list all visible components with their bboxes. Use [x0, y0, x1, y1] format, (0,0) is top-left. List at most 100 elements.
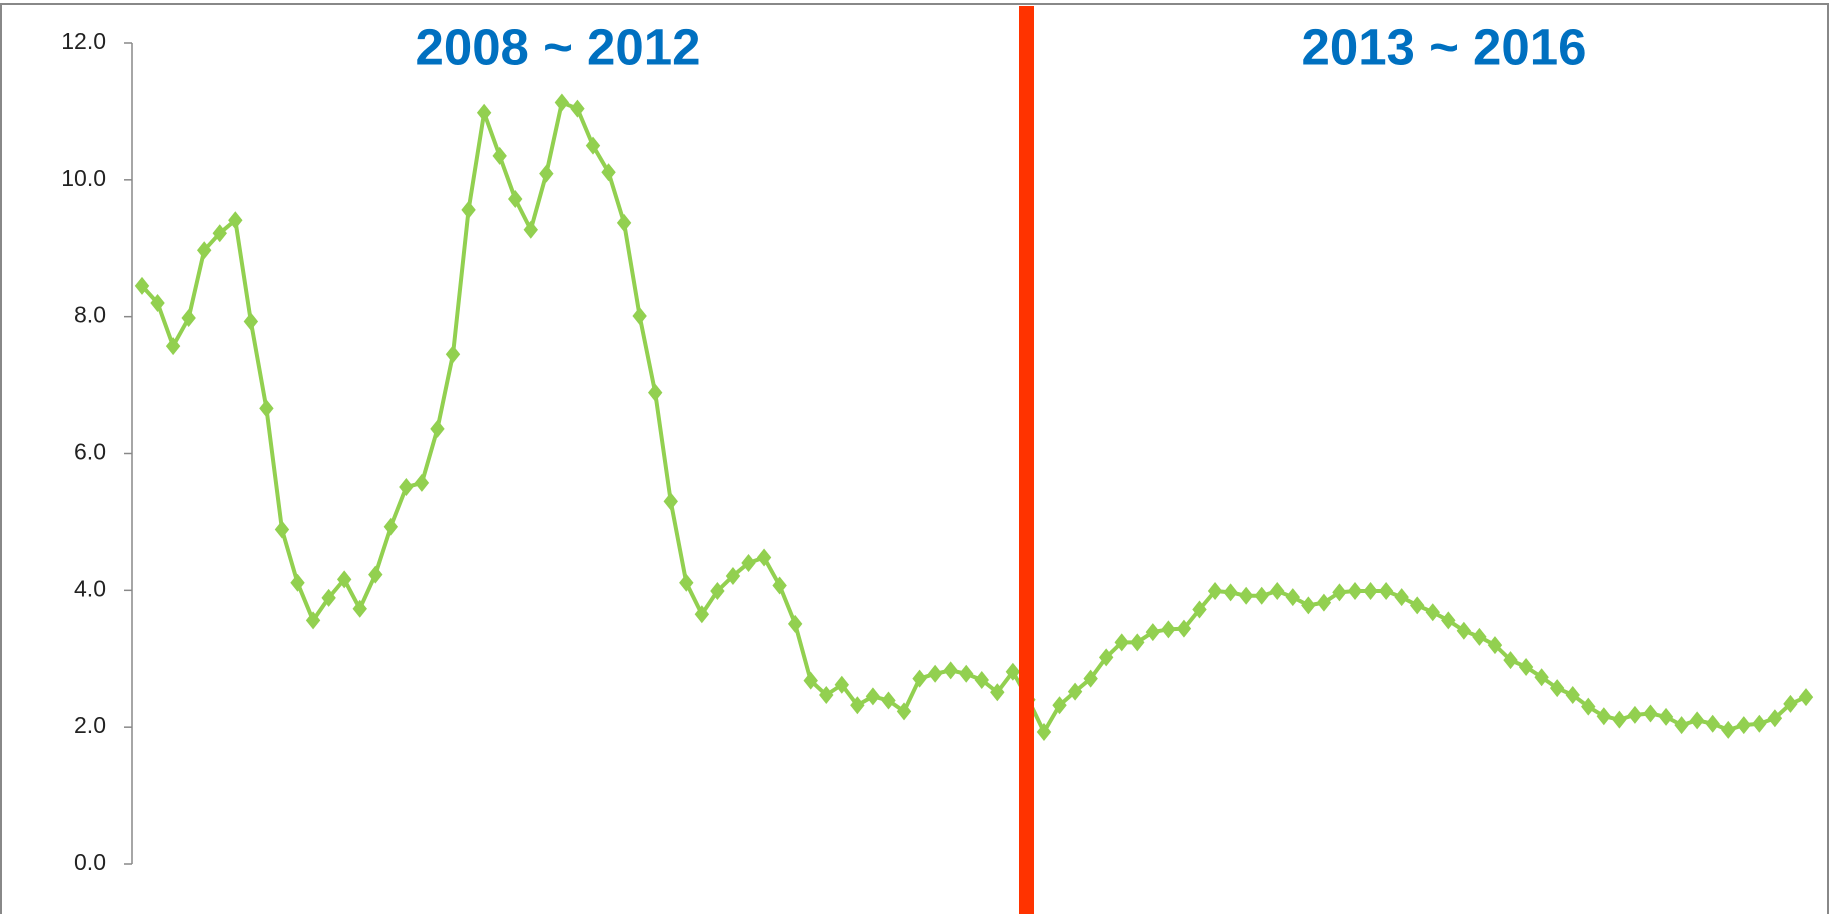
data-point	[414, 473, 430, 492]
data-point	[399, 478, 414, 497]
data-point	[834, 675, 850, 694]
data-point	[1207, 582, 1223, 601]
data-point	[1472, 627, 1487, 646]
data-point	[539, 164, 554, 183]
data-point	[927, 664, 943, 683]
data-point	[1394, 588, 1409, 607]
data-point	[1161, 620, 1176, 639]
data-point	[336, 570, 352, 589]
data-point	[445, 345, 461, 364]
data-point	[1130, 633, 1145, 652]
data-point	[274, 520, 290, 539]
data-point	[1083, 669, 1098, 688]
data-point	[694, 605, 710, 624]
data-point	[259, 399, 274, 418]
data-point	[461, 200, 476, 219]
data-point	[710, 582, 725, 601]
data-point	[1378, 582, 1394, 601]
data-point	[1581, 697, 1596, 716]
data-point	[803, 671, 818, 690]
annotation: 2013 ~ 2016	[1301, 18, 1586, 75]
data-point	[243, 312, 259, 331]
data-point	[523, 220, 538, 239]
data-point	[181, 309, 196, 328]
data-point	[1503, 651, 1518, 670]
y-tick-label: 2.0	[74, 712, 106, 738]
data-point	[1285, 588, 1301, 607]
data-point	[290, 573, 305, 592]
data-point	[430, 419, 445, 438]
data-point	[865, 687, 881, 706]
data-point	[1270, 582, 1285, 601]
data-point	[1456, 621, 1472, 640]
period-divider	[1019, 6, 1034, 914]
data-point	[959, 664, 974, 683]
data-point	[1534, 668, 1549, 687]
data-point	[1518, 657, 1534, 676]
data-point	[1005, 662, 1021, 681]
data-point	[1721, 720, 1736, 739]
data-point	[943, 661, 958, 680]
data-point	[679, 573, 694, 592]
data-line	[140, 100, 1807, 734]
annotation: 2008 ~ 2012	[415, 18, 700, 75]
data-point	[383, 517, 399, 536]
data-point	[197, 241, 212, 260]
data-point	[352, 599, 367, 618]
y-tick-label: 6.0	[74, 439, 106, 465]
data-point	[1658, 707, 1674, 726]
data-point	[1689, 711, 1705, 730]
data-point	[772, 576, 787, 595]
data-point	[228, 211, 243, 230]
data-point	[321, 588, 336, 607]
data-point	[1425, 603, 1440, 622]
data-point	[305, 611, 321, 630]
data-point	[212, 224, 227, 243]
data-point	[1347, 582, 1363, 601]
data-point	[1176, 619, 1192, 638]
data-point	[912, 669, 927, 688]
y-tick-label: 4.0	[74, 575, 106, 601]
data-point	[1783, 694, 1798, 713]
data-point	[601, 163, 616, 182]
frame	[0, 3, 1829, 914]
data-point	[725, 566, 741, 585]
data-point	[663, 492, 678, 511]
data-point	[368, 565, 383, 584]
data-point	[1223, 583, 1238, 602]
data-point	[1301, 596, 1316, 615]
data-point	[1736, 716, 1751, 735]
data-point	[1798, 688, 1814, 707]
data-point	[616, 213, 632, 232]
y-tick-label: 0.0	[74, 849, 106, 875]
data-point	[1410, 596, 1425, 615]
data-point	[1627, 705, 1643, 724]
y-tick-label: 12.0	[61, 28, 106, 54]
data-point	[554, 93, 570, 112]
data-point	[134, 276, 150, 295]
data-point	[1643, 704, 1658, 723]
data-point	[787, 614, 803, 633]
data-point	[881, 691, 896, 710]
data-point	[1441, 611, 1456, 630]
data-point	[850, 696, 865, 715]
data-point	[1332, 583, 1347, 602]
y-tick-label: 8.0	[74, 302, 106, 328]
data-point	[1767, 709, 1783, 728]
data-point	[1192, 600, 1207, 619]
data-point	[476, 103, 492, 122]
data-point	[1067, 682, 1083, 701]
data-point	[990, 683, 1005, 702]
data-point	[1752, 714, 1767, 733]
data-point	[1254, 586, 1269, 605]
data-point	[570, 99, 585, 118]
data-point	[1705, 714, 1720, 733]
data-point	[1487, 636, 1503, 655]
data-point	[508, 189, 523, 208]
data-point	[492, 146, 507, 165]
data-point	[1145, 623, 1161, 642]
data-point	[1549, 679, 1565, 698]
y-tick-label: 10.0	[61, 165, 106, 191]
data-point	[1114, 633, 1129, 652]
